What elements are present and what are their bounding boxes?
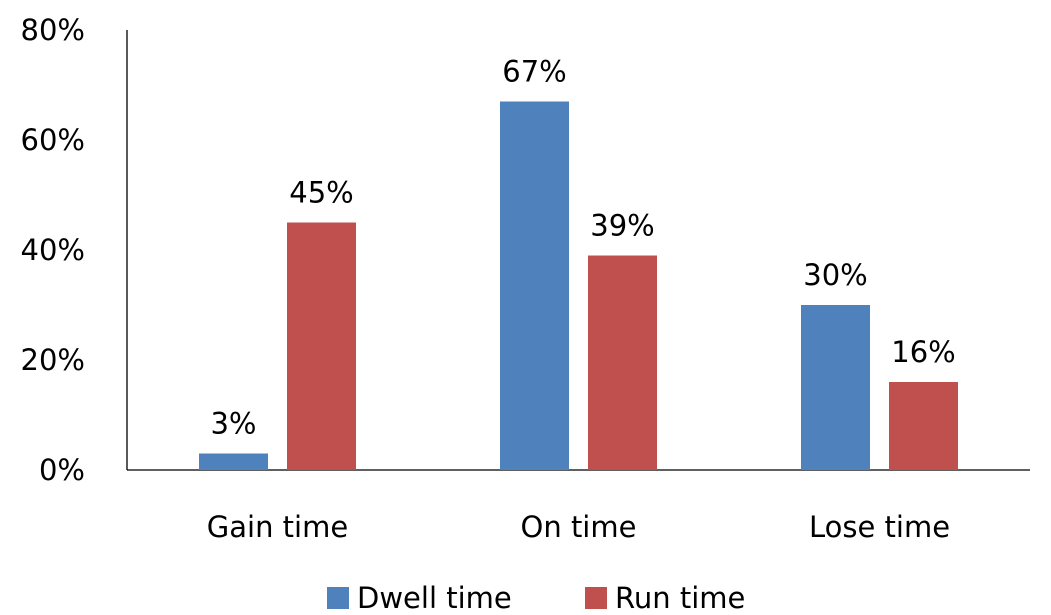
x-tick-label: Gain time (207, 510, 348, 544)
legend-swatch (327, 587, 349, 609)
y-tick-label: 0% (39, 453, 85, 487)
data-label: 67% (502, 55, 566, 89)
legend-label: Run time (615, 581, 745, 615)
x-axis: Gain time On time Lose time (127, 469, 1030, 544)
legend: Dwell time Run time (327, 581, 745, 615)
y-tick-label: 20% (21, 343, 85, 377)
bar-dwell-time-lose-time (801, 305, 870, 470)
legend-label: Dwell time (357, 581, 512, 615)
legend-swatch (585, 587, 607, 609)
bar-dwell-time-gain-time (199, 453, 268, 470)
y-tick-label: 40% (21, 233, 85, 267)
plot-area: 3% 67% 30% 45% 39% 16% (199, 55, 958, 470)
y-tick-label: 80% (21, 13, 85, 47)
data-label: 39% (590, 209, 654, 243)
bar-run-time-lose-time (889, 382, 958, 470)
bar-dwell-time-on-time (500, 101, 569, 470)
data-label: 45% (289, 176, 353, 210)
x-tick-label: On time (521, 510, 637, 544)
bar-run-time-gain-time (287, 222, 356, 470)
data-label: 3% (210, 407, 256, 441)
x-tick-label: Lose time (809, 510, 950, 544)
y-axis: 0% 20% 40% 60% 80% (21, 13, 128, 487)
data-label: 16% (891, 335, 955, 369)
y-tick-label: 60% (21, 123, 85, 157)
data-label: 30% (803, 258, 867, 292)
bar-run-time-on-time (588, 255, 657, 470)
